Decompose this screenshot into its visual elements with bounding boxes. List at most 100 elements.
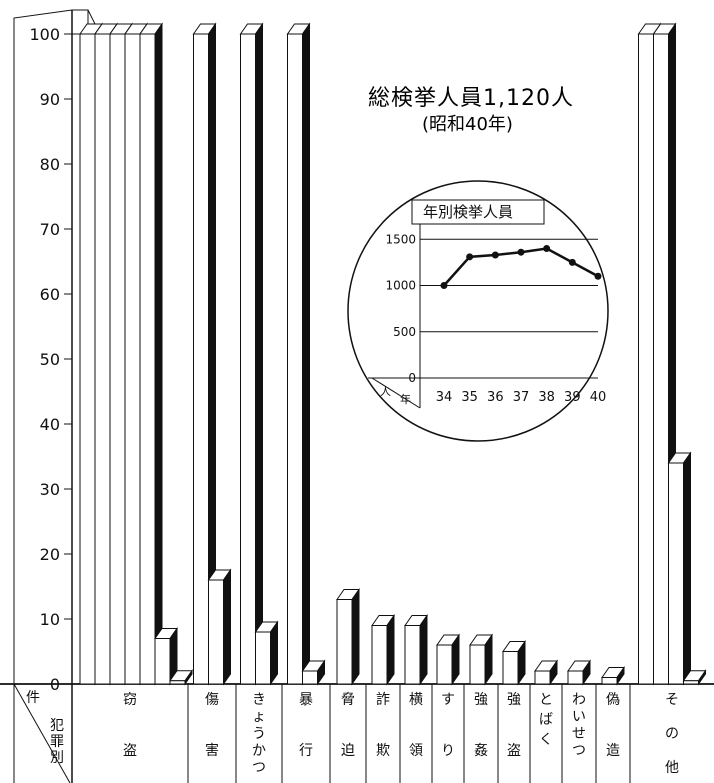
- category-label-char: 盗: [507, 743, 521, 759]
- bar-front-face: [469, 644, 486, 685]
- inset-x-tick-label: 38: [538, 390, 555, 405]
- category-label-char: 盗: [123, 743, 137, 759]
- inset-x-tick-label: 35: [461, 390, 478, 405]
- bar-front-face: [169, 680, 186, 685]
- category-label-char: の: [665, 726, 679, 742]
- inset-title-box: [411, 199, 545, 225]
- bar-0-5: [154, 626, 178, 686]
- inset-y-tick-label: 1500: [385, 232, 416, 246]
- bar-12-0: [601, 665, 625, 686]
- category-label-char: 害: [205, 743, 219, 759]
- bar-front-face: [240, 33, 256, 685]
- bar-side-face: [698, 669, 706, 686]
- category-label-char: そ: [665, 692, 679, 708]
- bar-side-face: [451, 633, 460, 686]
- inset-x-tick-label: 34: [436, 390, 453, 405]
- corner-diagonal: [13, 683, 71, 783]
- bar-side-face: [517, 639, 526, 686]
- category-label-char: 窃: [123, 692, 137, 708]
- category-label-char: く: [539, 732, 553, 748]
- bar-side-face: [317, 659, 325, 686]
- inset-point: [440, 282, 448, 289]
- inset-point: [466, 253, 474, 261]
- bar-1-1: [207, 568, 232, 686]
- inset-point: [543, 245, 551, 252]
- inset-point: [568, 258, 576, 266]
- bar-front-face: [193, 33, 209, 685]
- bar-side-face: [184, 669, 193, 686]
- bar-13-3: [682, 669, 707, 686]
- category-label-char: い: [572, 709, 586, 725]
- bar-front-face: [124, 33, 141, 685]
- bar-front-face: [567, 670, 584, 685]
- bar-front-face: [255, 631, 271, 685]
- y-tick-label: 20: [40, 545, 60, 564]
- category-label-char: す: [441, 692, 455, 708]
- category-label-char: 傷: [205, 692, 219, 708]
- inset-y-tick-label: 500: [393, 325, 416, 339]
- bar-front-face: [208, 579, 224, 685]
- category-label-char: ょ: [252, 709, 266, 725]
- inset-point: [517, 248, 525, 256]
- bar-side-face: [223, 568, 231, 686]
- y-tick-label: 0: [50, 675, 60, 694]
- category-label-char: わ: [572, 692, 586, 708]
- bar-front-face: [404, 625, 421, 685]
- category-label-char: つ: [252, 760, 266, 776]
- y-tick-label: 70: [40, 220, 60, 239]
- inset-y-tick-label: 1000: [385, 279, 416, 293]
- bar-front-face: [302, 670, 318, 685]
- bar-front-face: [534, 670, 551, 685]
- category-label-char: と: [539, 692, 553, 708]
- bar-0-4: [139, 22, 163, 686]
- inset-x-tick-label: 36: [487, 390, 504, 405]
- y-tick-label: 80: [40, 155, 60, 174]
- inset-corner-diagonal: [371, 377, 421, 409]
- bar-side-face: [616, 665, 625, 686]
- bar-7-0: [436, 633, 460, 686]
- bar-front-face: [79, 33, 96, 685]
- bar-side-face: [386, 613, 395, 686]
- y-tick-label: 10: [40, 610, 60, 629]
- bar-side-face: [351, 587, 360, 686]
- x-axis-label-char: 犯: [50, 718, 64, 734]
- bar-8-0: [469, 633, 493, 686]
- y-tick-label: 60: [40, 285, 60, 304]
- bar-6-0: [404, 613, 428, 686]
- category-label-char: せ: [572, 726, 586, 742]
- y-tick-label: 40: [40, 415, 60, 434]
- bar-front-face: [601, 677, 618, 685]
- bar-13-2: [667, 451, 692, 686]
- bar-front-face: [638, 33, 654, 685]
- category-label-char: り: [441, 743, 455, 759]
- bar-side-face: [302, 22, 310, 686]
- bar-front-face: [683, 680, 699, 685]
- bar-front-face: [502, 651, 519, 685]
- inset-circle: [347, 180, 609, 442]
- category-label-char: 横: [409, 692, 423, 708]
- bar-front-face: [336, 599, 353, 685]
- category-label-char: き: [252, 692, 266, 708]
- category-label-char: 暴: [299, 692, 313, 708]
- category-label-char: か: [252, 743, 266, 759]
- bar-9-0: [502, 639, 526, 686]
- category-label-char: 欺: [376, 743, 390, 759]
- inset-point: [491, 251, 499, 259]
- category-label-char: つ: [572, 743, 586, 759]
- category-label-char: 領: [409, 742, 423, 759]
- bar-side-face: [270, 620, 278, 686]
- bar-front-face: [94, 33, 111, 685]
- inset-y-tick-label: 0: [408, 371, 416, 385]
- bar-front-face: [154, 638, 171, 685]
- bar-0-6: [169, 669, 193, 686]
- x-axis-label-char: 罪: [50, 734, 64, 750]
- bar-side-face: [683, 451, 691, 686]
- y-tick-label: 30: [40, 480, 60, 499]
- category-label-char: 強: [507, 692, 521, 708]
- category-label-char: 他: [665, 760, 679, 776]
- category-label-char: ば: [539, 712, 553, 728]
- bar-11-0: [567, 659, 591, 686]
- bar-front-face: [668, 462, 684, 685]
- category-label-char: 造: [606, 743, 620, 759]
